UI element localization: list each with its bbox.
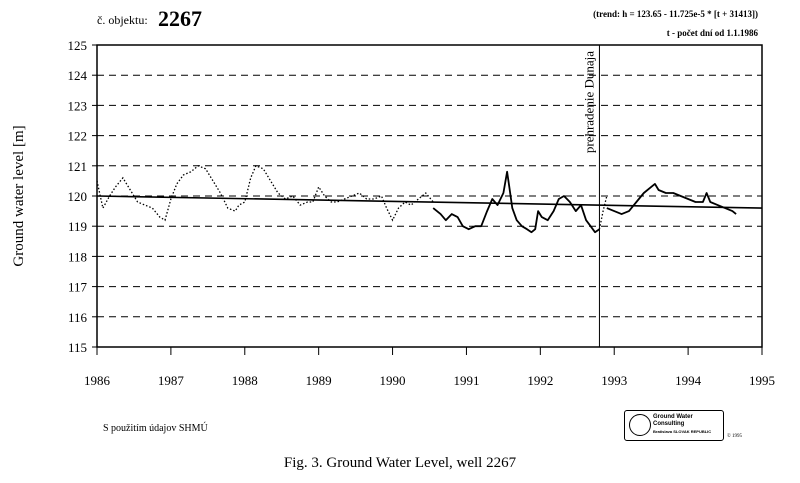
series-line-2 (598, 195, 608, 230)
y-tick-label-116: 116 (68, 310, 88, 325)
y-axis-label: Ground water level [m] (11, 125, 27, 266)
y-tick-label-120: 120 (68, 189, 88, 204)
object-number: 2267 (158, 6, 202, 31)
logo-wave-icon (629, 414, 651, 436)
x-tick-label-1991: 1991 (453, 373, 479, 388)
series-line-3 (606, 182, 737, 216)
x-tick-label-1994: 1994 (675, 373, 702, 388)
series-line-0 (96, 164, 434, 222)
t-definition: t - počet dní od 1.1.1986 (666, 28, 758, 38)
x-tick-label-1990: 1990 (380, 373, 406, 388)
figure-caption: Fig. 3. Ground Water Level, well 2267 (283, 455, 517, 471)
company-logo: Ground Water Consulting Bratislava SLOVA… (624, 410, 724, 441)
trend-formula: (trend: h = 123.65 - 11.725e-5 * [t + 31… (593, 9, 758, 19)
y-tick-label-119: 119 (68, 219, 87, 234)
y-tick-label-121: 121 (68, 159, 88, 174)
x-tick-label-1987: 1987 (158, 373, 185, 388)
source-note: S použitím údajov SHMÚ (103, 423, 208, 434)
x-tick-label-1995: 1995 (749, 373, 775, 388)
y-tick-label-124: 124 (68, 68, 88, 83)
y-tick-label-122: 122 (68, 129, 88, 144)
y-tick-label-115: 115 (68, 340, 87, 355)
y-tick-label-123: 123 (68, 98, 88, 113)
object-label: č. objektu: (97, 13, 148, 27)
copyright-note: © 1995 (727, 434, 743, 439)
x-tick-label-1993: 1993 (601, 373, 627, 388)
logo-text: Ground Water Consulting Bratislava SLOVA… (653, 414, 712, 434)
x-tick-label-1992: 1992 (527, 373, 553, 388)
x-tick-label-1988: 1988 (232, 373, 258, 388)
y-tick-label-117: 117 (68, 280, 88, 295)
series-line-1 (432, 170, 600, 234)
y-tick-label-118: 118 (68, 249, 87, 264)
x-tick-label-1986: 1986 (84, 373, 111, 388)
x-tick-label-1989: 1989 (306, 373, 332, 388)
y-tick-label-125: 125 (68, 38, 88, 53)
trend-line (96, 195, 763, 209)
annotation-label: prehradenie Dunaja (581, 51, 596, 153)
